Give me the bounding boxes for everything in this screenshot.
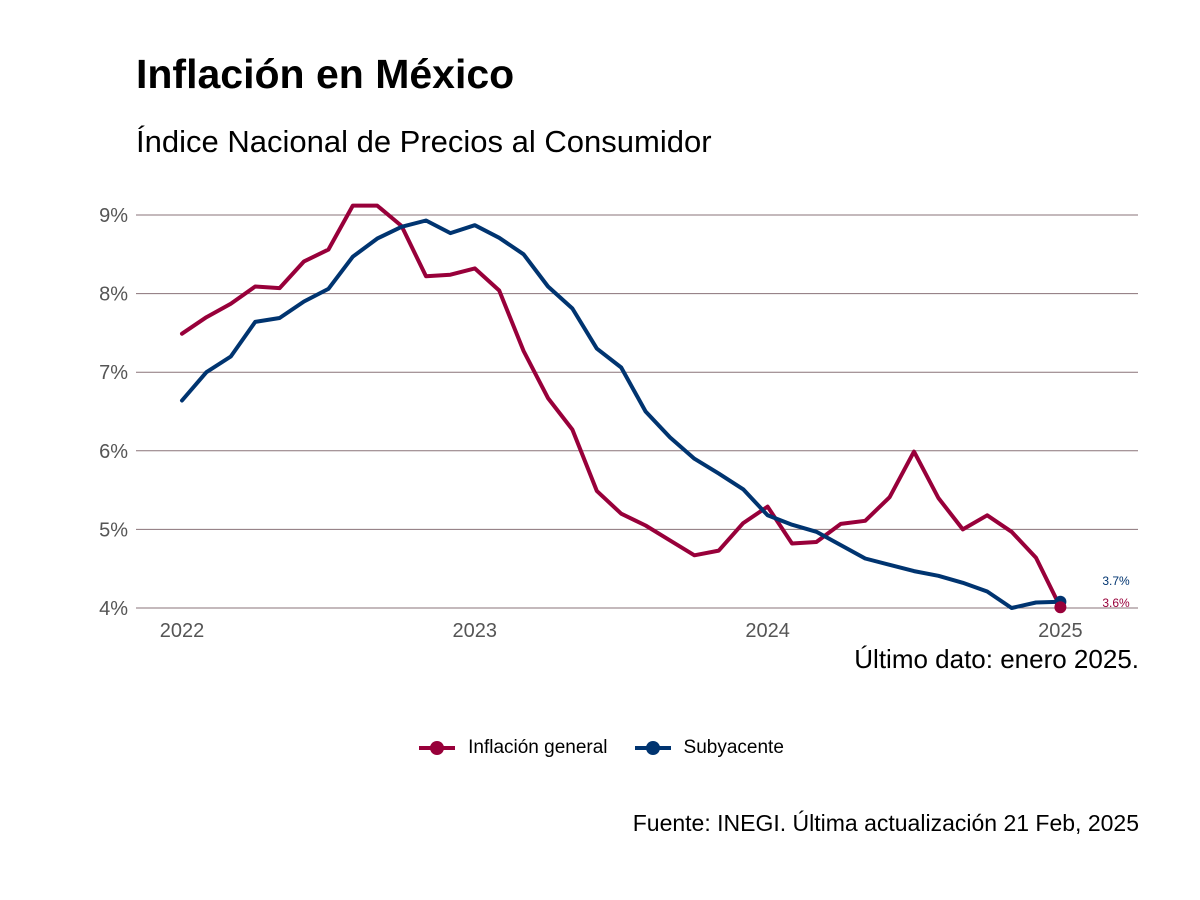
legend-label-general: Inflación general [468, 737, 608, 758]
legend-item-general: Inflación general [416, 733, 608, 763]
x-tick-label: 2022 [160, 620, 205, 642]
end-label-subyacente: 3.7% [1102, 574, 1130, 588]
end-point-general [1054, 601, 1067, 614]
x-axis-ticks: 2022 2023 2024 2025 [160, 620, 1083, 642]
legend-item-subyacente: Subyacente [632, 733, 784, 763]
end-label-general: 3.6% [1102, 596, 1130, 610]
y-tick-label: 7% [99, 362, 128, 384]
chart-subtitle: Índice Nacional de Precios al Consumidor [136, 124, 712, 159]
gridlines [136, 214, 1138, 609]
series-lines [180, 203, 1063, 610]
y-tick-label: 4% [99, 598, 128, 620]
x-tick-label: 2024 [745, 620, 790, 642]
last-data-caption: Último dato: enero 2025. [854, 644, 1139, 674]
series-line-general [180, 203, 1063, 610]
x-tick-label: 2023 [453, 620, 498, 642]
series-line-subyacente [180, 218, 1063, 610]
legend-label-subyacente: Subyacente [683, 737, 784, 758]
legend-key-subyacente [634, 741, 671, 755]
legend-key-general [419, 741, 456, 755]
y-tick-label: 5% [99, 519, 128, 541]
chart-title: Inflación en México [136, 51, 515, 97]
x-tick-label: 2025 [1038, 620, 1083, 642]
y-axis-ticks: 4% 5% 6% 7% 8% 9% [99, 205, 128, 620]
source-note: Fuente: INEGI. Última actualización 21 F… [632, 810, 1139, 836]
chart-legend: Inflación general Subyacente [0, 733, 1200, 763]
end-markers: 3.6% 3.7% [1054, 574, 1130, 614]
y-tick-label: 9% [99, 205, 128, 227]
y-tick-label: 8% [99, 284, 128, 306]
y-tick-label: 6% [99, 441, 128, 463]
